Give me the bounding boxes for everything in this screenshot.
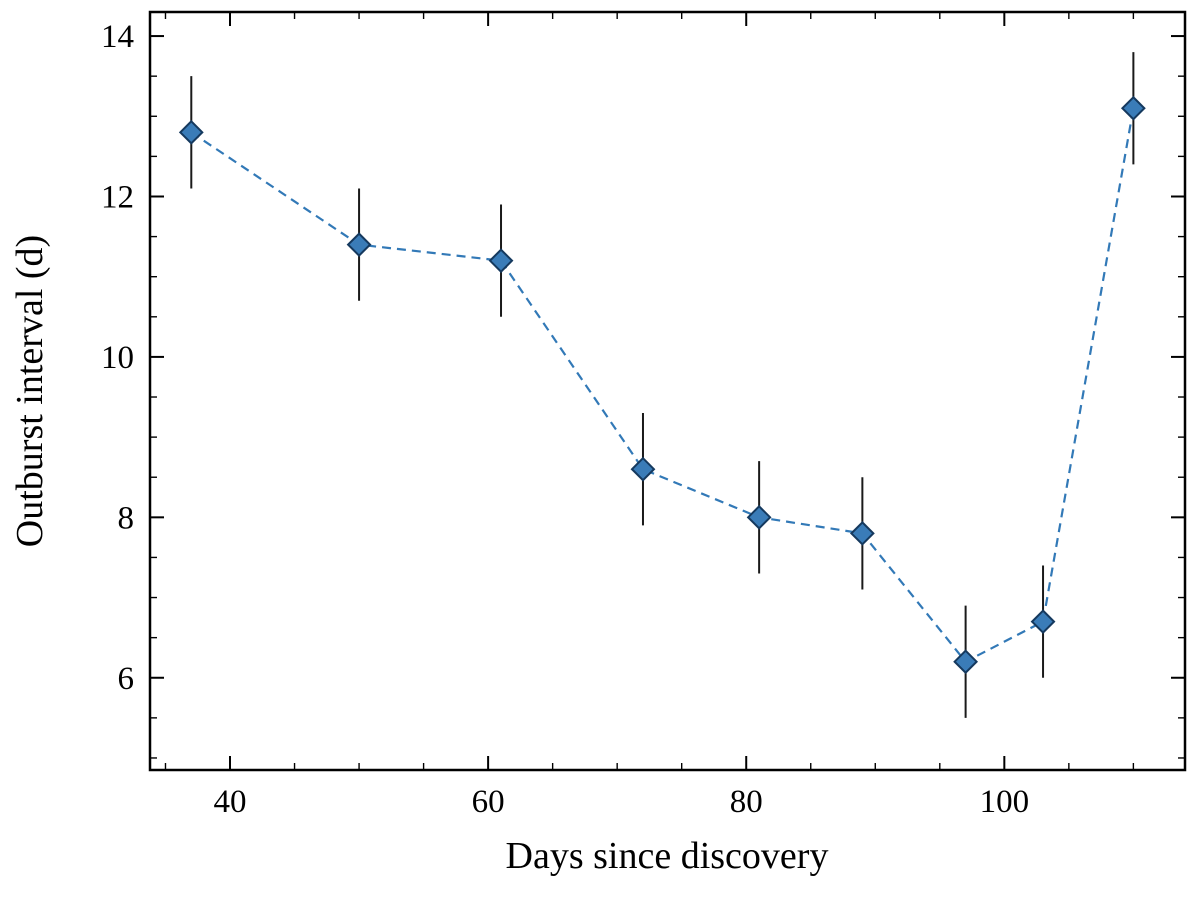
data-line bbox=[190, 108, 1135, 663]
y-axis-label: Outburst interval (d) bbox=[9, 235, 51, 547]
data-point bbox=[178, 119, 204, 145]
y-tick-label: 14 bbox=[101, 19, 134, 55]
y-tick-label: 8 bbox=[118, 500, 135, 536]
data-point bbox=[1030, 609, 1056, 635]
data-point bbox=[630, 456, 656, 482]
data-point bbox=[346, 232, 372, 258]
x-axis-label: Days since discovery bbox=[506, 835, 829, 877]
data-point bbox=[746, 504, 772, 530]
x-tick-label: 40 bbox=[214, 784, 247, 820]
x-tick-label: 100 bbox=[980, 784, 1030, 820]
data-point bbox=[1120, 95, 1146, 121]
plot-area: 40 60 80 100 6 8 10 12 14 bbox=[101, 10, 1187, 820]
data-point bbox=[488, 248, 514, 274]
data-point bbox=[953, 649, 979, 675]
y-tick-label: 6 bbox=[118, 661, 135, 697]
x-tick-label: 80 bbox=[730, 784, 763, 820]
y-tick-label: 10 bbox=[101, 340, 134, 376]
data-point bbox=[849, 520, 875, 546]
y-tick-label: 12 bbox=[101, 179, 134, 215]
axes-frame bbox=[148, 10, 1187, 772]
x-tick-label: 60 bbox=[472, 784, 505, 820]
